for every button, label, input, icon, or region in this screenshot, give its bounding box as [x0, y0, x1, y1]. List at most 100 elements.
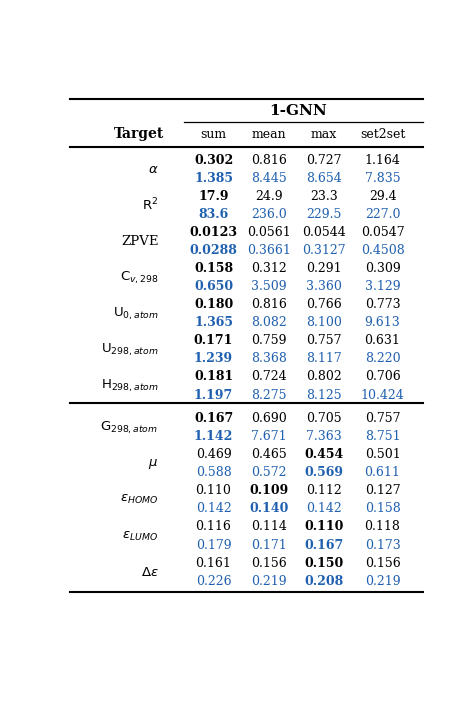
- Text: 0.109: 0.109: [249, 484, 288, 498]
- Text: 1-GNN: 1-GNN: [269, 104, 327, 118]
- Text: $\epsilon_{HOMO}$: $\epsilon_{HOMO}$: [120, 493, 158, 506]
- Text: 236.0: 236.0: [251, 208, 286, 221]
- Text: 8.275: 8.275: [251, 388, 286, 402]
- Text: 1.385: 1.385: [194, 172, 233, 185]
- Text: 0.302: 0.302: [194, 154, 233, 166]
- Text: 1.142: 1.142: [194, 430, 233, 443]
- Text: 0.116: 0.116: [196, 520, 231, 533]
- Text: 23.3: 23.3: [310, 190, 337, 203]
- Text: $\mathrm{G}_{298,atom}$: $\mathrm{G}_{298,atom}$: [100, 419, 158, 436]
- Text: 0.757: 0.757: [306, 334, 341, 348]
- Text: 227.0: 227.0: [365, 208, 400, 221]
- Text: 24.9: 24.9: [255, 190, 283, 203]
- Text: 0.816: 0.816: [251, 154, 287, 166]
- Text: 0.705: 0.705: [306, 412, 342, 425]
- Text: 0.118: 0.118: [365, 520, 401, 533]
- Text: 0.127: 0.127: [365, 484, 401, 498]
- Text: 0.110: 0.110: [196, 484, 231, 498]
- Text: 17.9: 17.9: [198, 190, 229, 203]
- Text: $\mathrm{U}_{298,atom}$: $\mathrm{U}_{298,atom}$: [101, 342, 158, 358]
- Text: 0.611: 0.611: [365, 466, 401, 479]
- Text: $\mathrm{U}_{0,atom}$: $\mathrm{U}_{0,atom}$: [113, 306, 158, 322]
- Text: 0.0123: 0.0123: [190, 226, 237, 239]
- Text: ZPVE: ZPVE: [121, 235, 158, 248]
- Text: $\epsilon_{LUMO}$: $\epsilon_{LUMO}$: [122, 530, 158, 542]
- Text: 0.3127: 0.3127: [302, 244, 346, 257]
- Text: $\Delta\epsilon$: $\Delta\epsilon$: [141, 566, 158, 579]
- Text: 8.445: 8.445: [251, 172, 286, 185]
- Text: $\mu$: $\mu$: [148, 456, 158, 471]
- Text: 0.181: 0.181: [194, 370, 233, 383]
- Text: 8.100: 8.100: [306, 316, 342, 329]
- Text: 0.219: 0.219: [365, 574, 401, 588]
- Text: 0.167: 0.167: [304, 538, 343, 552]
- Text: 0.161: 0.161: [196, 557, 231, 570]
- Text: 0.454: 0.454: [304, 448, 343, 461]
- Text: 0.816: 0.816: [251, 298, 287, 311]
- Text: 1.239: 1.239: [194, 353, 233, 365]
- Text: 1.164: 1.164: [365, 154, 401, 166]
- Text: 0.142: 0.142: [196, 503, 231, 515]
- Text: 0.179: 0.179: [196, 538, 231, 552]
- Text: 0.631: 0.631: [365, 334, 401, 348]
- Text: 3.360: 3.360: [306, 280, 342, 293]
- Text: 0.171: 0.171: [194, 334, 233, 348]
- Text: 0.312: 0.312: [251, 262, 286, 275]
- Text: 0.650: 0.650: [194, 280, 233, 293]
- Text: Target: Target: [114, 127, 164, 141]
- Text: 0.0547: 0.0547: [361, 226, 404, 239]
- Text: 0.773: 0.773: [365, 298, 401, 311]
- Text: 0.150: 0.150: [304, 557, 343, 570]
- Text: 0.4508: 0.4508: [361, 244, 404, 257]
- Text: 29.4: 29.4: [369, 190, 396, 203]
- Text: 0.309: 0.309: [365, 262, 401, 275]
- Text: 0.572: 0.572: [251, 466, 286, 479]
- Text: $\alpha$: $\alpha$: [148, 163, 158, 176]
- Text: 0.3661: 0.3661: [246, 244, 291, 257]
- Text: 7.363: 7.363: [306, 430, 342, 443]
- Text: 0.219: 0.219: [251, 574, 286, 588]
- Text: 0.465: 0.465: [251, 448, 286, 461]
- Text: 0.140: 0.140: [249, 503, 288, 515]
- Text: 8.751: 8.751: [365, 430, 401, 443]
- Text: 8.082: 8.082: [251, 316, 286, 329]
- Text: 8.368: 8.368: [251, 353, 287, 365]
- Text: 0.171: 0.171: [251, 538, 286, 552]
- Text: 0.208: 0.208: [304, 574, 343, 588]
- Text: 0.569: 0.569: [304, 466, 343, 479]
- Text: 8.220: 8.220: [365, 353, 401, 365]
- Text: 8.125: 8.125: [306, 388, 342, 402]
- Text: 0.690: 0.690: [251, 412, 286, 425]
- Text: 3.509: 3.509: [251, 280, 286, 293]
- Text: 8.117: 8.117: [306, 353, 342, 365]
- Text: 0.0544: 0.0544: [302, 226, 346, 239]
- Text: 0.110: 0.110: [304, 520, 344, 533]
- Text: 9.613: 9.613: [365, 316, 401, 329]
- Text: 8.654: 8.654: [306, 172, 342, 185]
- Text: 1.197: 1.197: [194, 388, 233, 402]
- Text: $\mathrm{C}_{v,298}$: $\mathrm{C}_{v,298}$: [120, 269, 158, 286]
- Text: 7.671: 7.671: [251, 430, 286, 443]
- Text: mean: mean: [251, 127, 286, 141]
- Text: max: max: [310, 127, 337, 141]
- Text: 0.759: 0.759: [251, 334, 286, 348]
- Text: 0.291: 0.291: [306, 262, 342, 275]
- Text: $\mathrm{H}_{298,atom}$: $\mathrm{H}_{298,atom}$: [100, 378, 158, 394]
- Text: 0.156: 0.156: [251, 557, 286, 570]
- Text: sum: sum: [201, 127, 227, 141]
- Text: 0.180: 0.180: [194, 298, 233, 311]
- Text: 229.5: 229.5: [306, 208, 341, 221]
- Text: 10.424: 10.424: [361, 388, 404, 402]
- Text: 1.365: 1.365: [194, 316, 233, 329]
- Text: 0.114: 0.114: [251, 520, 287, 533]
- Text: 0.142: 0.142: [306, 503, 342, 515]
- Text: 0.112: 0.112: [306, 484, 342, 498]
- Text: 0.226: 0.226: [196, 574, 231, 588]
- Text: $\mathrm{R}^2$: $\mathrm{R}^2$: [142, 197, 158, 214]
- Text: 0.766: 0.766: [306, 298, 342, 311]
- Text: 0.757: 0.757: [365, 412, 400, 425]
- Text: 0.727: 0.727: [306, 154, 341, 166]
- Text: 0.158: 0.158: [365, 503, 401, 515]
- Text: 0.0561: 0.0561: [247, 226, 291, 239]
- Text: 7.835: 7.835: [365, 172, 401, 185]
